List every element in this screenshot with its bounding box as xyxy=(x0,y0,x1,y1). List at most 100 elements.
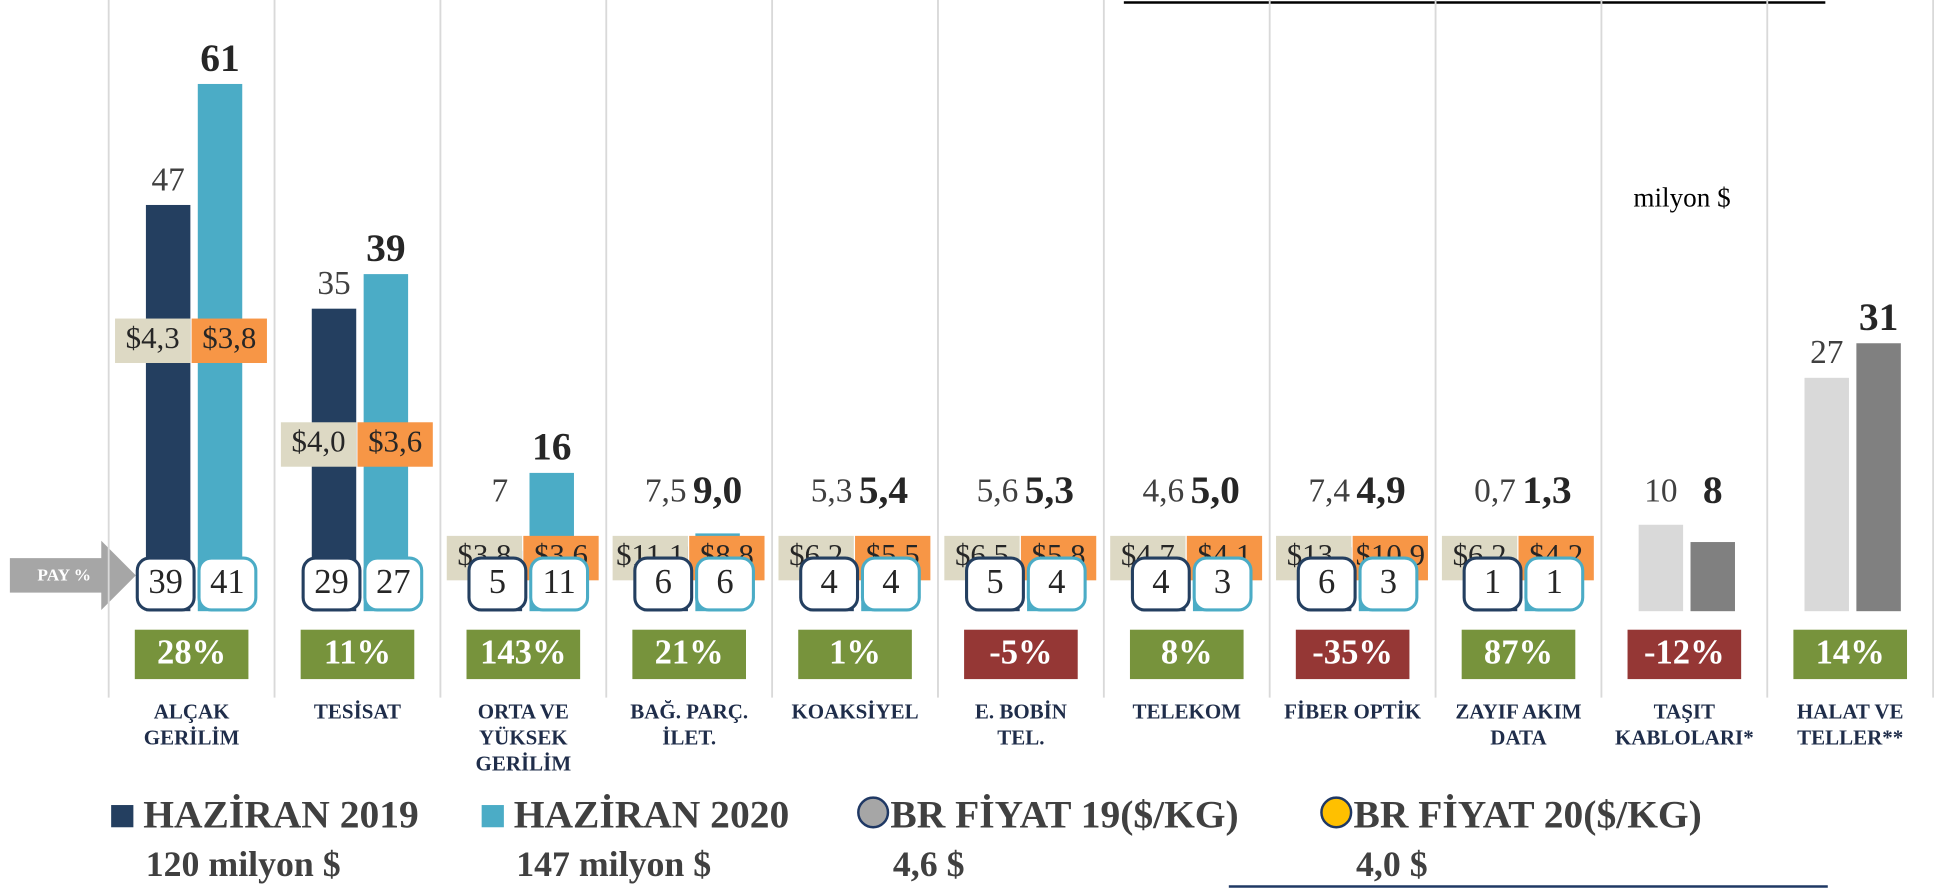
category-label: TESİSAT xyxy=(314,699,401,723)
share-box xyxy=(695,556,755,612)
share-box xyxy=(529,556,590,612)
share-box xyxy=(965,556,1025,612)
category-label: E. BOBİN xyxy=(975,699,1067,723)
share-label: 4 xyxy=(1152,563,1169,601)
change-box xyxy=(300,629,415,680)
change-box xyxy=(1627,629,1742,680)
share-box xyxy=(1130,556,1191,612)
change-label: 143% xyxy=(480,634,566,672)
value-label: 35 xyxy=(317,265,350,302)
change-box xyxy=(632,629,746,680)
share-box xyxy=(1358,556,1419,612)
category-label: GERİLİM xyxy=(144,725,240,749)
change-label: 1% xyxy=(829,634,881,672)
value-label: 7 xyxy=(492,473,509,510)
category-label: HALAT VE xyxy=(1797,699,1904,723)
share-label: 1 xyxy=(1484,563,1501,601)
bar xyxy=(1638,524,1684,612)
share-box xyxy=(799,556,860,612)
legend-label: HAZİRAN 2020 xyxy=(514,793,789,837)
bar xyxy=(1804,377,1849,612)
share-label: 1 xyxy=(1546,563,1563,601)
annotation: milyon $ xyxy=(1633,182,1730,212)
value-label: 61 xyxy=(200,36,240,80)
legend-marker xyxy=(857,796,890,829)
share-label: 5 xyxy=(986,563,1003,601)
value-label: 4,6 xyxy=(1142,473,1184,510)
bar xyxy=(145,204,191,612)
share-label: 41 xyxy=(210,563,245,601)
category-label: BAĞ. PARÇ. xyxy=(630,699,748,723)
change-box xyxy=(964,629,1078,680)
change-label: -35% xyxy=(1312,634,1393,672)
change-box xyxy=(798,629,912,680)
share-box xyxy=(1296,556,1357,612)
share-label: 3 xyxy=(1214,563,1231,601)
change-box xyxy=(1295,629,1410,680)
value-label: 5,3 xyxy=(1025,468,1074,512)
value-label: 39 xyxy=(366,226,406,270)
share-label: 39 xyxy=(148,563,183,601)
legend-marker xyxy=(111,805,134,828)
change-box xyxy=(1461,629,1576,680)
category-label: TEL. xyxy=(997,725,1044,749)
value-label: 0,7 xyxy=(1474,473,1516,510)
legend-total: 147 milyon $ xyxy=(516,844,711,884)
change-label: -5% xyxy=(989,634,1052,672)
share-box xyxy=(1192,556,1253,612)
value-label: 1,3 xyxy=(1522,468,1571,512)
change-label: 28% xyxy=(157,634,226,672)
share-box xyxy=(1026,556,1087,612)
change-box xyxy=(466,629,581,680)
share-label: 6 xyxy=(655,563,672,601)
change-label: 14% xyxy=(1816,634,1885,672)
share-label: PAY % xyxy=(37,566,91,585)
share-arrow xyxy=(9,540,136,610)
share-label: 3 xyxy=(1380,563,1397,601)
legend-label: BR FİYAT 20($/KG) xyxy=(1354,793,1702,837)
value-label: 47 xyxy=(151,161,184,198)
price-box xyxy=(357,422,433,467)
bar xyxy=(1690,542,1735,612)
value-label: 10 xyxy=(1644,473,1677,510)
legend-total: 4,0 $ xyxy=(1356,844,1428,884)
category-label: TAŞIT xyxy=(1654,699,1715,723)
change-box xyxy=(1129,629,1244,680)
share-box xyxy=(860,556,921,612)
share-label: 6 xyxy=(716,563,733,601)
category-label: ORTA VE xyxy=(478,699,569,723)
share-label: 27 xyxy=(376,563,411,601)
change-box xyxy=(134,629,249,680)
legend-total: 120 milyon $ xyxy=(146,844,341,884)
share-box xyxy=(1524,556,1585,612)
share-label: 29 xyxy=(314,563,349,601)
value-label: 16 xyxy=(532,425,572,469)
share-box xyxy=(1462,556,1523,612)
value-label: 5,6 xyxy=(977,473,1019,510)
value-label: 5,3 xyxy=(811,473,853,510)
price-label: $4,3 xyxy=(126,320,180,355)
legend-marker xyxy=(481,805,504,828)
share-label: 11 xyxy=(543,563,576,601)
category-label: GERİLİM xyxy=(476,751,572,775)
share-label: 4 xyxy=(1048,563,1065,601)
value-label: 5,0 xyxy=(1190,468,1239,512)
legend-label: HAZİRAN 2019 xyxy=(143,793,418,837)
share-label: 4 xyxy=(882,563,899,601)
change-label: 8% xyxy=(1161,634,1213,672)
value-label: 7,4 xyxy=(1308,473,1350,510)
share-box xyxy=(467,556,528,612)
share-box xyxy=(363,556,424,612)
share-box xyxy=(135,556,196,612)
price-box xyxy=(115,318,191,364)
category-label: TELEKOM xyxy=(1133,699,1242,723)
share-box xyxy=(633,556,694,612)
legend-total: 4,6 $ xyxy=(893,844,965,884)
price-label: $4,0 xyxy=(292,424,346,459)
category-label: DATA xyxy=(1490,725,1546,749)
change-label: 21% xyxy=(655,634,724,672)
share-box xyxy=(301,556,362,612)
share-label: 4 xyxy=(820,563,837,601)
category-label: KOAKSİYEL xyxy=(791,699,918,723)
